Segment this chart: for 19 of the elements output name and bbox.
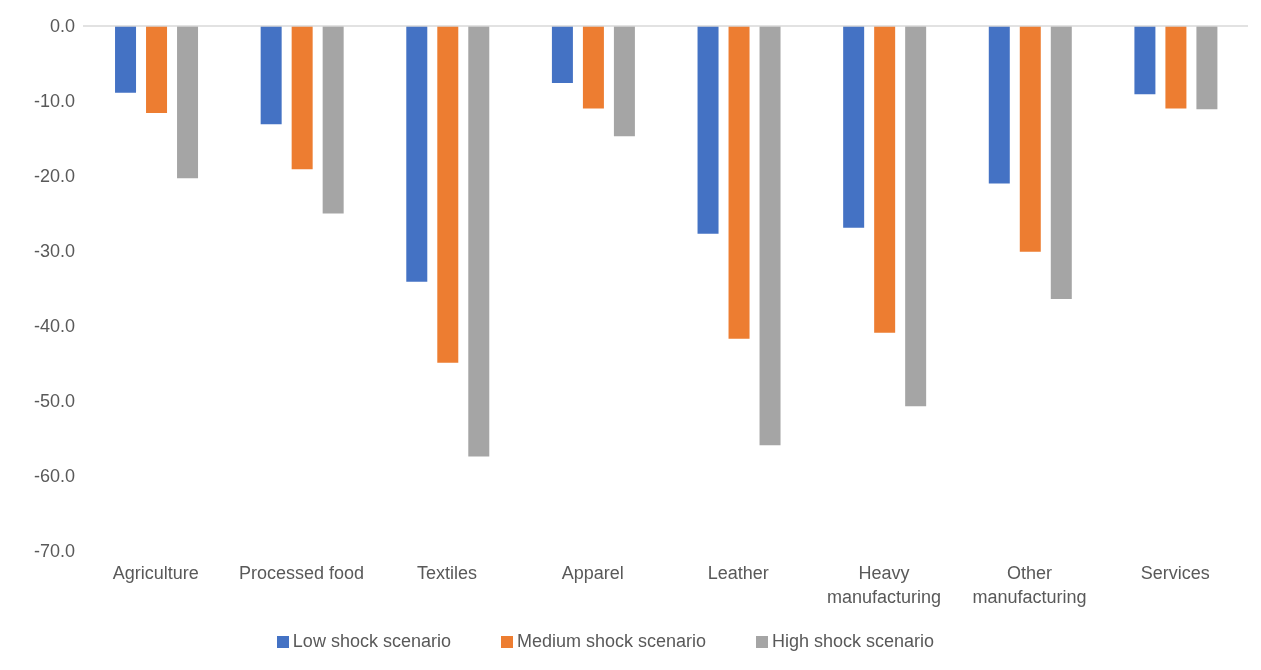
x-tick-label: Services [1140, 563, 1210, 583]
x-tick-label: Agriculture [112, 563, 199, 583]
x-tick-label: Apparel [561, 563, 624, 583]
x-tick-label: Processed food [238, 563, 364, 583]
y-tick-label: -70.0 [33, 541, 75, 562]
x-tick-label: Textiles [417, 563, 478, 583]
legend-label: Medium shock scenario [516, 631, 707, 651]
y-tick-label: 0.0 [49, 16, 75, 37]
y-tick-label: -20.0 [33, 166, 75, 187]
legend-label: Low shock scenario [292, 631, 451, 651]
y-tick-label: -10.0 [33, 91, 75, 112]
legend-label: High shock scenario [772, 631, 935, 651]
x-tick-label: Leather [707, 563, 769, 583]
y-tick-label: -60.0 [33, 466, 75, 487]
y-tick-label: -50.0 [33, 391, 75, 412]
y-tick-label: -40.0 [33, 316, 75, 337]
x-tick-label: Heavy manufacturing [826, 563, 941, 607]
y-tick-label: -30.0 [33, 241, 75, 262]
x-tick-label: Other manufacturing [972, 563, 1087, 607]
